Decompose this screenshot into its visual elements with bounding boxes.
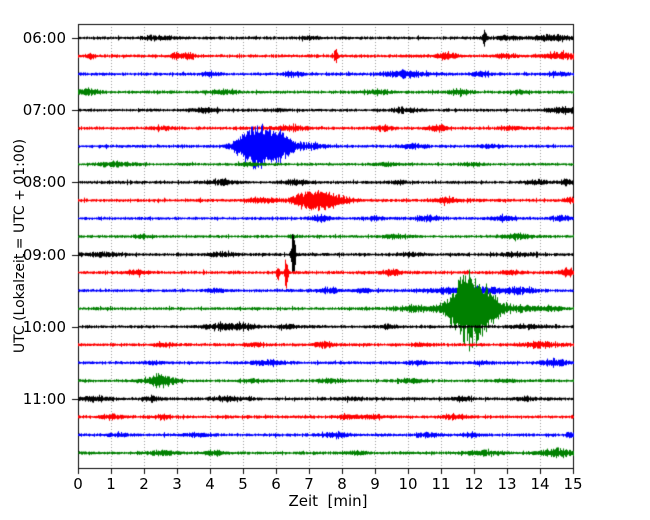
x-tick-label: 5 [238, 475, 248, 493]
y-tick-label: 07:00 [22, 101, 66, 119]
y-tick-label: 09:00 [22, 246, 66, 264]
x-tick-label: 13 [497, 475, 517, 493]
x-tick-label: 15 [563, 475, 583, 493]
x-tick-label: 10 [398, 475, 418, 493]
x-tick-label: 2 [139, 475, 149, 493]
y-tick-label: 08:00 [22, 173, 66, 191]
x-tick-label: 6 [271, 475, 281, 493]
y-tick-label: 11:00 [22, 390, 66, 408]
x-tick-label: 9 [370, 475, 380, 493]
x-tick-label: 14 [530, 475, 550, 493]
x-tick-label: 3 [172, 475, 182, 493]
x-tick-label: 0 [73, 475, 83, 493]
x-tick-label: 1 [106, 475, 116, 493]
y-tick-label: 10:00 [22, 318, 66, 336]
x-axis-label: Zeit [min] [288, 492, 368, 510]
y-tick-label: 06:00 [22, 29, 66, 47]
x-tick-label: 7 [304, 475, 314, 493]
x-tick-label: 4 [205, 475, 215, 493]
x-tick-label: 11 [431, 475, 451, 493]
x-tick-label: 12 [464, 475, 484, 493]
x-tick-label: 8 [337, 475, 347, 493]
